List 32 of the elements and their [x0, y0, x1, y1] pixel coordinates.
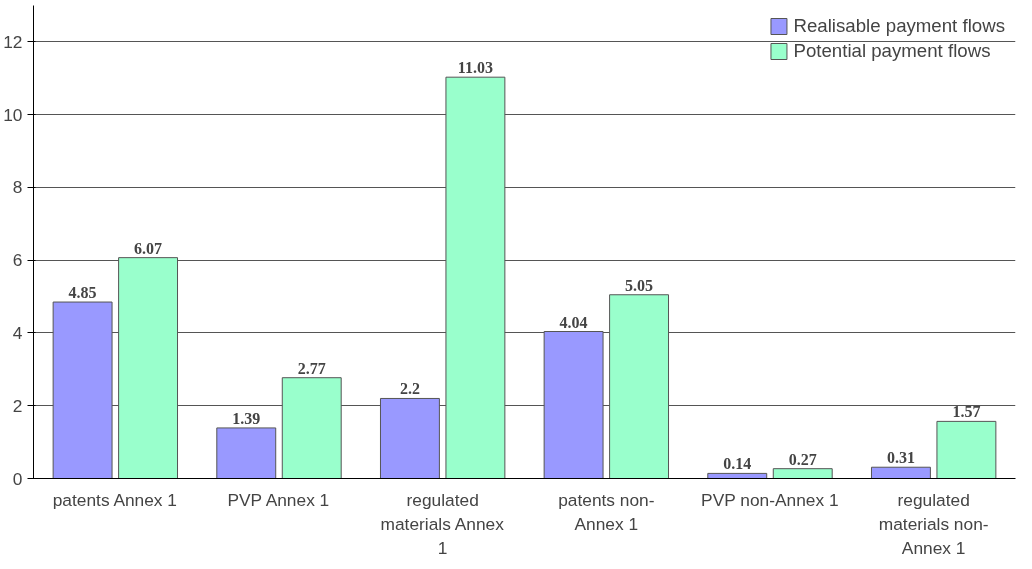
y-tick-label: 12 — [3, 31, 23, 52]
data-label: 2.77 — [297, 359, 326, 377]
data-label: 4.04 — [559, 313, 588, 331]
x-tick-label: PVP Annex 1 — [227, 489, 330, 510]
data-label: 4.85 — [68, 284, 97, 302]
bar — [870, 466, 931, 479]
data-label: 2.2 — [399, 380, 420, 398]
legend-label: Realisable payment flows — [793, 15, 1005, 37]
x-tick-label: regulated materials non-Annex 1 — [878, 489, 989, 558]
y-tick-label: 2 — [12, 395, 23, 416]
x-tick-label: regulated materials Annex 1 — [380, 489, 505, 558]
bar — [772, 468, 833, 479]
x-tick-label: patents Annex 1 — [52, 489, 178, 510]
legend-label: Potential payment flows — [793, 40, 991, 62]
data-label: 6.07 — [134, 239, 163, 257]
y-tick-label: 10 — [3, 104, 23, 125]
data-label: 11.03 — [457, 59, 493, 77]
y-tick-label: 8 — [12, 177, 23, 198]
data-label: 5.05 — [625, 276, 654, 294]
bar — [707, 472, 768, 479]
y-tick-label: 0 — [12, 468, 23, 489]
bar — [936, 420, 997, 479]
data-label: 1.39 — [232, 409, 261, 427]
x-tick-label: patents non-Annex 1 — [558, 489, 655, 534]
data-label: 0.31 — [886, 449, 915, 467]
data-label: 0.14 — [723, 455, 752, 473]
x-tick-label: PVP non-Annex 1 — [701, 489, 839, 510]
bar — [216, 427, 277, 479]
y-tick-label: 6 — [12, 250, 23, 271]
y-tick-label: 4 — [12, 322, 23, 343]
data-label: 1.57 — [952, 403, 981, 421]
data-label: 0.27 — [788, 450, 817, 468]
